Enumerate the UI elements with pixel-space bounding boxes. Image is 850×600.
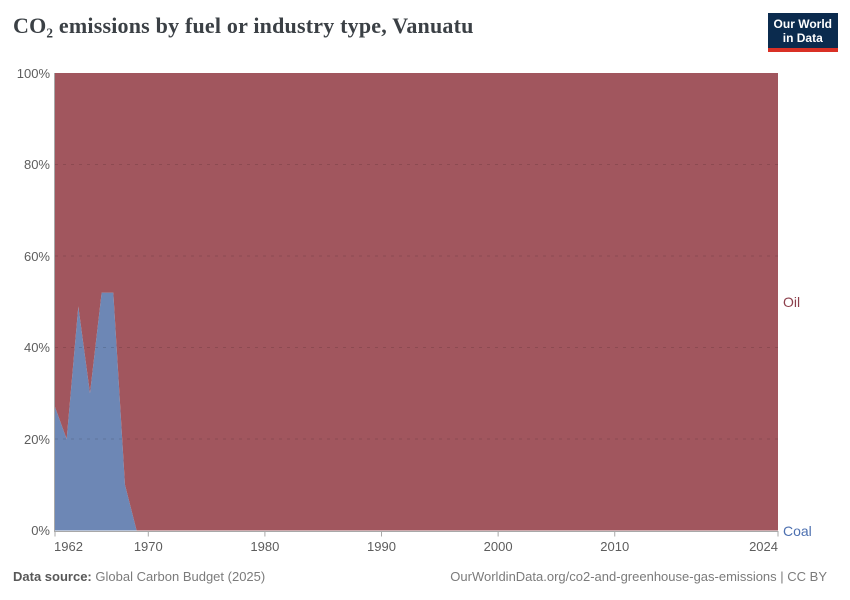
- y-tick-label-40: 40%: [23, 340, 50, 355]
- y-tick-label-0: 0%: [31, 523, 50, 538]
- data-source-value: Global Carbon Budget (2025): [95, 569, 266, 584]
- footer-link[interactable]: OurWorldinData.org/co2-and-greenhouse-ga…: [450, 569, 827, 584]
- owid-logo[interactable]: Our World in Data: [767, 13, 838, 52]
- series-label-coal: Coal: [783, 522, 812, 539]
- x-tick-label-1970: 1970: [133, 538, 163, 554]
- data-source: Data source: Global Carbon Budget (2025): [13, 569, 265, 584]
- data-source-label: Data source:: [13, 569, 92, 584]
- x-tick-label-1990: 1990: [367, 538, 396, 554]
- y-tick-label-80: 80%: [23, 157, 50, 172]
- x-tick-label-1962: 1962: [54, 538, 83, 554]
- y-tick-label-20: 20%: [23, 431, 50, 447]
- x-tick-label-2010: 2010: [600, 538, 630, 554]
- logo-line1: Our World: [773, 17, 832, 31]
- x-tick-label-2024: 2024: [749, 538, 778, 554]
- y-tick-label-60: 60%: [23, 248, 50, 264]
- chart-title: CO₂ emissions by fuel or industry type, …: [13, 13, 474, 38]
- oil-area: [55, 73, 778, 531]
- x-tick-label-2000: 2000: [483, 538, 513, 554]
- logo-line2: in Data: [782, 30, 823, 45]
- x-tick-label-1980: 1980: [250, 538, 280, 554]
- series-label-oil: Oil: [783, 293, 801, 310]
- coal-area: [55, 292, 778, 531]
- y-tick-label-100: 100%: [16, 65, 50, 81]
